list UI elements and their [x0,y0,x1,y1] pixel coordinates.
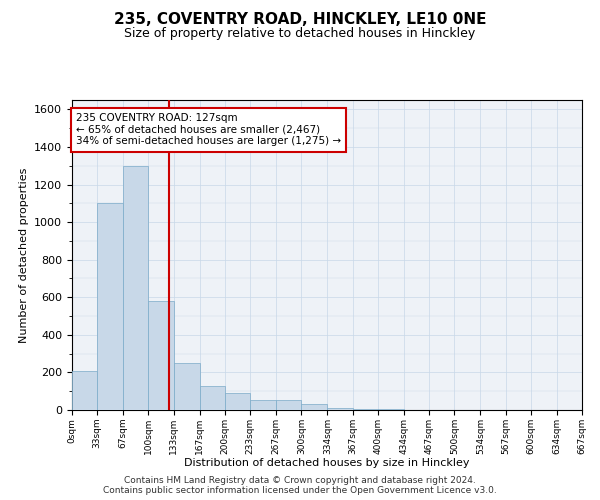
Bar [328,408,353,410]
Bar [97,204,123,410]
Bar [276,400,301,410]
Bar [173,363,200,410]
Bar [148,301,173,410]
Bar [353,409,378,410]
Text: 235 COVENTRY ROAD: 127sqm
← 65% of detached houses are smaller (2,467)
34% of se: 235 COVENTRY ROAD: 127sqm ← 65% of detac… [76,113,341,146]
Text: 235, COVENTRY ROAD, HINCKLEY, LE10 0NE: 235, COVENTRY ROAD, HINCKLEY, LE10 0NE [114,12,486,28]
Y-axis label: Number of detached properties: Number of detached properties [19,168,29,342]
Bar [250,400,276,410]
Bar [72,370,97,410]
Text: Contains HM Land Registry data © Crown copyright and database right 2024.
Contai: Contains HM Land Registry data © Crown c… [103,476,497,495]
Bar [123,166,148,410]
Text: Size of property relative to detached houses in Hinckley: Size of property relative to detached ho… [124,28,476,40]
Bar [301,404,328,410]
Bar [200,386,225,410]
Text: Distribution of detached houses by size in Hinckley: Distribution of detached houses by size … [184,458,470,468]
Bar [225,393,250,410]
